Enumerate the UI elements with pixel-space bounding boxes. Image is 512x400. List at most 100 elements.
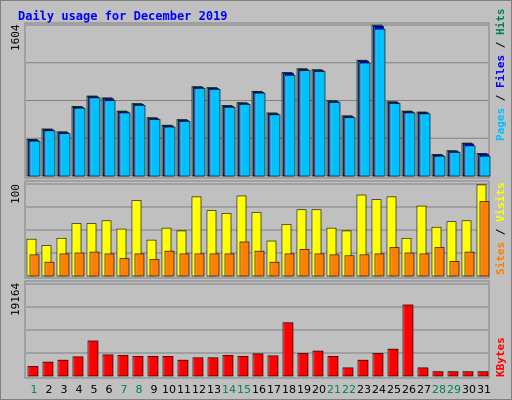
x-tick-label-8: 8 xyxy=(136,383,143,396)
x-tick-label-12: 12 xyxy=(192,383,206,396)
middle-bar-sites-4 xyxy=(74,252,85,277)
top-bar-pages-4 xyxy=(74,107,86,177)
middle-bar-sites-5 xyxy=(89,251,100,277)
legend-middle: Sites / Visits xyxy=(494,182,507,275)
middle-bar-sites-22 xyxy=(344,255,355,277)
top-bar-pages-15 xyxy=(239,104,251,177)
top-bar-pages-25 xyxy=(389,103,401,177)
x-tick-label-26: 26 xyxy=(402,383,416,396)
x-tick-label-21: 21 xyxy=(327,383,341,396)
x-tick-label-18: 18 xyxy=(282,383,296,396)
middle-bar-sites-20 xyxy=(314,253,325,277)
top-bar-pages-7 xyxy=(119,112,131,177)
top-bar-pages-16 xyxy=(254,92,266,177)
x-tick-label-25: 25 xyxy=(387,383,401,396)
x-tick-label-1: 1 xyxy=(31,383,38,396)
top-bar-pages-19 xyxy=(299,70,311,177)
x-tick-label-27: 27 xyxy=(417,383,431,396)
x-tick-label-17: 17 xyxy=(267,383,281,396)
x-tick-label-7: 7 xyxy=(121,383,128,396)
top-bar-pages-23 xyxy=(359,62,371,177)
x-tick-label-16: 16 xyxy=(252,383,266,396)
bottom-bar-kbytes-28 xyxy=(432,371,444,377)
middle-bar-sites-6 xyxy=(104,253,115,277)
bottom-bar-kbytes-7 xyxy=(117,355,129,377)
bottom-bar-kbytes-29 xyxy=(447,371,459,377)
middle-bar-sites-28 xyxy=(434,247,445,277)
middle-bar-sites-13 xyxy=(209,253,220,277)
middle-bar-sites-26 xyxy=(404,252,415,277)
bottom-bar-kbytes-27 xyxy=(417,367,429,377)
middle-bar-sites-15 xyxy=(239,241,250,277)
bottom-bar-kbytes-8 xyxy=(132,356,144,377)
x-tick-label-19: 19 xyxy=(297,383,311,396)
bottom-bar-kbytes-3 xyxy=(57,359,69,377)
middle-bar-sites-24 xyxy=(374,253,385,277)
bottom-bar-kbytes-30 xyxy=(462,371,474,377)
middle-bar-sites-9 xyxy=(149,259,160,277)
middle-bar-sites-1 xyxy=(29,254,40,277)
middle-bar-sites-18 xyxy=(284,253,295,277)
bottom-bar-kbytes-10 xyxy=(162,356,174,377)
bottom-bar-kbytes-11 xyxy=(177,359,189,377)
x-tick-label-10: 10 xyxy=(162,383,176,396)
bottom-bar-kbytes-16 xyxy=(252,353,264,377)
legend-files: Files xyxy=(494,55,507,88)
top-bar-pages-9 xyxy=(149,119,161,177)
middle-bar-sites-2 xyxy=(44,261,55,277)
x-tick-label-3: 3 xyxy=(61,383,68,396)
top-bar-pages-24 xyxy=(374,28,386,177)
middle-bar-sites-8 xyxy=(134,253,145,277)
top-bar-pages-14 xyxy=(224,106,236,177)
middle-bar-sites-16 xyxy=(254,250,265,277)
x-tick-label-29: 29 xyxy=(447,383,461,396)
x-tick-label-24: 24 xyxy=(372,383,386,396)
legend-sites: Sites xyxy=(494,242,507,275)
bottom-bar-kbytes-12 xyxy=(192,357,204,377)
middle-bar-sites-23 xyxy=(359,254,370,277)
top-bar-pages-26 xyxy=(404,112,416,177)
bottom-bar-kbytes-31 xyxy=(477,371,489,377)
middle-bar-sites-7 xyxy=(119,258,130,277)
top-bar-pages-28 xyxy=(434,155,446,177)
legend-top: Pages / Files / Hits xyxy=(494,9,507,142)
bottom-bar-kbytes-13 xyxy=(207,357,219,377)
x-tick-label-15: 15 xyxy=(237,383,251,396)
middle-bar-sites-11 xyxy=(179,253,190,277)
bottom-bar-kbytes-21 xyxy=(327,356,339,377)
top-bar-pages-21 xyxy=(329,102,341,177)
chart-title: Daily usage for December 2019 xyxy=(18,9,228,23)
x-tick-label-23: 23 xyxy=(357,383,371,396)
middle-bar-sites-30 xyxy=(464,251,475,277)
bottom-bar-kbytes-9 xyxy=(147,356,159,377)
middle-bar-sites-17 xyxy=(269,261,280,277)
middle-bar-sites-27 xyxy=(419,253,430,277)
x-tick-label-5: 5 xyxy=(91,383,98,396)
middle-bar-sites-19 xyxy=(299,249,310,277)
x-tick-label-9: 9 xyxy=(151,383,158,396)
bottom-bar-kbytes-19 xyxy=(297,353,309,377)
middle-bar-sites-12 xyxy=(194,253,205,277)
x-tick-label-14: 14 xyxy=(222,383,236,396)
top-max-label: 1604 xyxy=(9,24,22,51)
bottom-bar-kbytes-17 xyxy=(267,355,279,377)
middle-bar-sites-31 xyxy=(479,201,490,277)
bottom-bar-kbytes-4 xyxy=(72,356,84,377)
legend-pages: Pages xyxy=(494,108,507,141)
bottom-bar-kbytes-25 xyxy=(387,348,399,377)
middle-bar-sites-29 xyxy=(449,260,460,277)
x-tick-label-6: 6 xyxy=(106,383,113,396)
bottom-bar-kbytes-15 xyxy=(237,356,249,377)
bars-layer xyxy=(26,24,491,377)
x-tick-label-31: 31 xyxy=(477,383,491,396)
top-bar-pages-20 xyxy=(314,71,326,177)
legend-hits: Hits xyxy=(494,9,507,36)
x-tick-label-13: 13 xyxy=(207,383,221,396)
top-bar-pages-6 xyxy=(104,100,116,177)
legend-visits: Visits xyxy=(494,182,507,222)
middle-bar-sites-25 xyxy=(389,247,400,277)
top-bar-pages-11 xyxy=(179,121,191,177)
bottom-bar-kbytes-5 xyxy=(87,340,99,377)
